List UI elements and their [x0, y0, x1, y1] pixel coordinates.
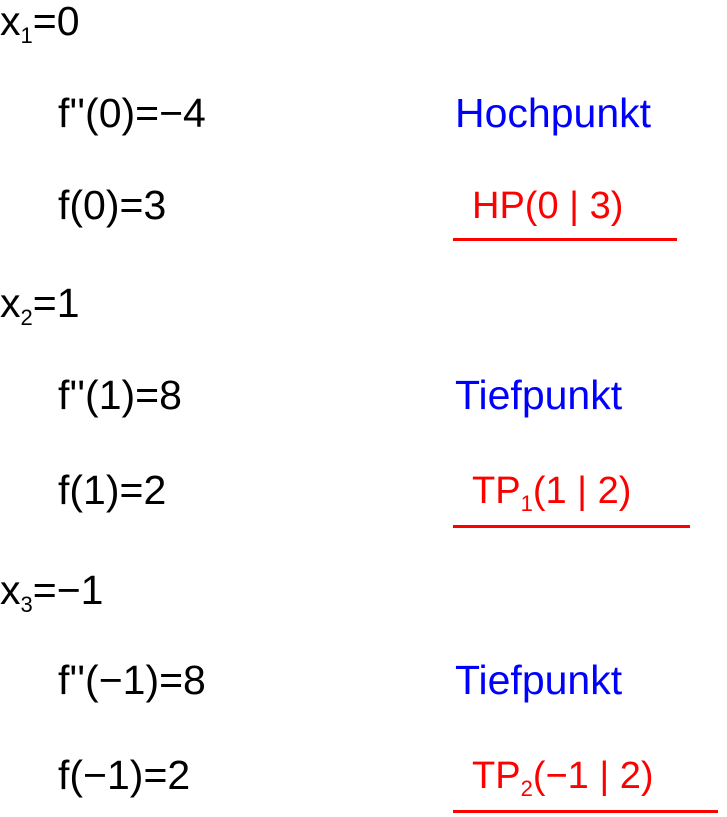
point-result-3: TP2(−1 | 2): [472, 753, 654, 812]
function-value-3: f(−1)=2: [58, 752, 191, 798]
x-subscript: 1: [20, 23, 33, 48]
second-derivative-3: f''(−1)=8: [58, 657, 206, 703]
point-coords: (−1 | 2): [532, 755, 654, 797]
x-subscript: 2: [20, 305, 33, 330]
result-underline-2: [453, 525, 690, 528]
x-equation: =1: [32, 280, 80, 326]
x-value-1: x1=0: [0, 0, 80, 59]
point-coords: (0 | 3): [524, 185, 624, 227]
x-var: x: [0, 280, 21, 326]
x-equation: =0: [32, 0, 80, 44]
point-name: HP: [472, 185, 525, 227]
extremum-type-3: Tiefpunkt: [455, 657, 623, 703]
function-value-1: f(0)=3: [58, 182, 167, 228]
point-result-2: TP1(1 | 2): [472, 468, 631, 527]
function-value-2: f(1)=2: [58, 467, 167, 513]
point-subscript: 1: [520, 491, 533, 516]
point-name: TP: [472, 470, 521, 512]
extremum-type-1: Hochpunkt: [455, 90, 652, 136]
second-derivative-1: f''(0)=−4: [58, 90, 206, 136]
extremum-type-2: Tiefpunkt: [455, 372, 623, 418]
x-value-2: x2=1: [0, 280, 80, 341]
result-underline-3: [453, 810, 718, 813]
point-result-1: HP(0 | 3): [472, 183, 623, 242]
point-coords: (1 | 2): [532, 470, 632, 512]
x-equation: =−1: [32, 567, 104, 613]
point-subscript: 2: [520, 776, 533, 801]
x-value-3: x3=−1: [0, 567, 103, 628]
second-derivative-2: f''(1)=8: [58, 372, 182, 418]
result-underline-1: [453, 238, 677, 241]
x-subscript: 3: [20, 592, 33, 617]
x-var: x: [0, 567, 21, 613]
point-name: TP: [472, 755, 521, 797]
x-var: x: [0, 0, 21, 44]
